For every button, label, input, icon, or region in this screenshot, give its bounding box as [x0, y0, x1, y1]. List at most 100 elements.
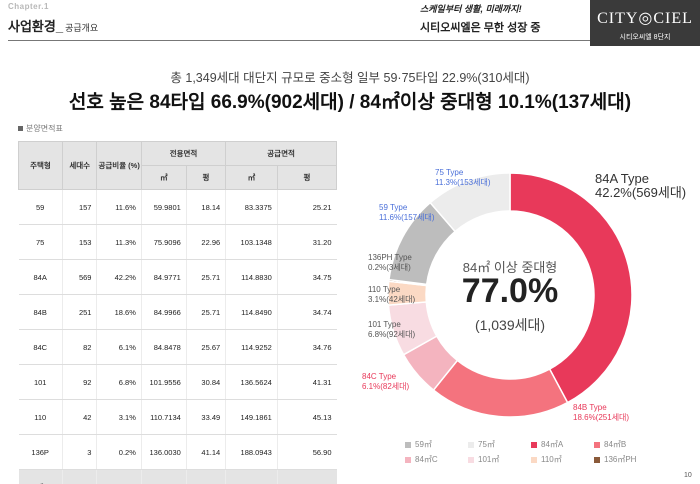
- slice-label-59-name: 59 Type: [379, 203, 408, 212]
- slice-label-84b-name: 84B Type: [573, 403, 607, 412]
- cell-sp-py: 34.76: [276, 329, 337, 365]
- cell-ex-m2: 84.9771: [140, 259, 187, 295]
- cell-units: 42: [61, 399, 97, 435]
- cell-ex-m2: 59.9801: [140, 189, 187, 225]
- donut-slice-84a: [509, 172, 633, 404]
- table-body: 59 157 11.6% 59.9801 18.14 83.3375 25.21…: [18, 189, 337, 484]
- cell-sp-py: 34.75: [276, 259, 337, 295]
- legend-item-59: 59㎡: [405, 439, 468, 450]
- section-title-main: 사업환경_: [8, 19, 64, 34]
- cell-sp-py: 31.20: [276, 224, 337, 260]
- slice-label-75-name: 75 Type: [435, 168, 464, 177]
- table-row: 59 157 11.6% 59.9801 18.14 83.3375 25.21: [18, 189, 337, 225]
- legend-item-84b: 84㎡B: [594, 439, 657, 450]
- legend-swatch: [531, 441, 537, 448]
- total-ex-py: 33,914.05: [185, 469, 226, 484]
- brand-tag: 시티오씨엘 8단지: [619, 34, 671, 41]
- slice-label-84a-detail: 42.2%(569세대): [595, 185, 687, 200]
- cell-ex-py: 33.49: [185, 399, 226, 435]
- caption-square-icon: [18, 126, 23, 132]
- legend-swatch: [594, 456, 600, 463]
- table-row: 84B 251 18.6% 84.9966 25.71 114.8490 34.…: [18, 294, 337, 330]
- legend-swatch: [468, 456, 474, 463]
- cell-type: 84A: [18, 259, 63, 295]
- legend-item-75: 75㎡: [468, 439, 531, 450]
- cell-type: 101: [18, 364, 63, 400]
- cell-units: 153: [61, 224, 97, 260]
- cell-ex-py: 25.67: [185, 329, 226, 365]
- slice-label-84b: 84B Type 18.6%(251세대): [573, 403, 629, 423]
- cell-ex-py: 18.14: [185, 189, 226, 225]
- slice-label-59-detail: 11.6%(157세대): [379, 213, 435, 222]
- cell-ratio: 6.1%: [96, 329, 142, 365]
- header-ex-pyeong: 평: [185, 165, 227, 190]
- legend-label: 75㎡: [478, 440, 495, 449]
- cell-sp-py: 41.31: [276, 364, 337, 400]
- cell-ex-py: 41.14: [185, 434, 226, 470]
- section-subtitle: 공급개요: [65, 23, 99, 33]
- table-total-row: 계 1,349 100.0% 112,112.57 33,914.05 151,…: [18, 469, 337, 484]
- cell-type: 75: [18, 224, 63, 260]
- slice-label-136ph-name: 136PH Type: [368, 253, 412, 262]
- donut-chart: 84㎡ 이상 중대형 77.0% (1,039세대) 84A Type 42.2…: [340, 150, 690, 475]
- slice-label-59: 59 Type 11.6%(157세대): [379, 203, 435, 223]
- slice-label-75-detail: 11.3%(153세대): [435, 178, 491, 187]
- legend-swatch: [405, 456, 411, 463]
- cell-ratio: 3.1%: [96, 399, 142, 435]
- slice-label-101-detail: 6.8%(92세대): [368, 330, 416, 339]
- slice-label-84c: 84C Type 6.1%(82세대): [362, 372, 409, 392]
- slice-label-75: 75 Type 11.3%(153세대): [435, 168, 491, 188]
- table-row: 101 92 6.8% 101.9556 30.84 136.5624 41.3…: [18, 364, 337, 400]
- chart-legend: 59㎡ 75㎡ 84㎡A 84㎡B 84㎡C 101㎡ 110㎡ 136㎡PH: [405, 437, 685, 467]
- cell-sp-py: 34.74: [276, 294, 337, 330]
- legend-row: 59㎡ 75㎡ 84㎡A 84㎡B: [405, 437, 685, 452]
- cell-ex-py: 25.71: [185, 259, 226, 295]
- table-row: 84A 569 42.2% 84.9771 25.71 114.8830 34.…: [18, 259, 337, 295]
- headline-sub: 총 1,349세대 대단지 규모로 중소형 일부 59·75타입 22.9%(3…: [170, 71, 530, 85]
- slice-label-84a-name: 84A Type: [595, 171, 649, 186]
- slice-label-110: 110 Type 3.1%(42세대): [368, 285, 415, 305]
- cell-sp-py: 56.90: [276, 434, 337, 470]
- cell-ex-py: 25.71: [185, 294, 226, 330]
- legend-item-84c: 84㎡C: [405, 454, 468, 465]
- chapter-label: Chapter.1: [8, 2, 49, 11]
- cell-ex-m2: 84.8478: [140, 329, 187, 365]
- page-number: 10: [684, 472, 692, 479]
- cell-ratio: 0.2%: [96, 434, 142, 470]
- header-supply: 공급면적: [225, 141, 337, 166]
- chart-center-value: 77.0%: [461, 272, 559, 310]
- cell-sp-m2: 188.0943: [225, 434, 278, 470]
- table-row: 136P 3 0.2% 136.0030 41.14 188.0943 56.9…: [18, 434, 337, 470]
- legend-label: 136㎡PH: [604, 455, 637, 464]
- legend-swatch: [405, 441, 411, 448]
- slice-label-84c-name: 84C Type: [362, 372, 397, 381]
- slice-label-136ph: 136PH Type 0.2%(3세대): [368, 253, 412, 273]
- cell-type: 84C: [18, 329, 63, 365]
- cell-sp-m2: 149.1861: [225, 399, 278, 435]
- cell-ex-m2: 101.9556: [140, 364, 187, 400]
- area-table: 주택형 세대수 공급비율 (%) 전용면적 공급면적 ㎡ 평 ㎡ 평 59 15…: [18, 141, 338, 484]
- legend-item-110: 110㎡: [531, 454, 594, 465]
- cell-type: 136P: [18, 434, 63, 470]
- total-sp-py: 45,942.75: [276, 469, 337, 484]
- cell-units: 92: [61, 364, 97, 400]
- cell-ratio: 42.2%: [96, 259, 142, 295]
- legend-label: 101㎡: [478, 455, 500, 464]
- legend-label: 84㎡A: [541, 440, 564, 449]
- slogan-line-1: 스케일부터 생활, 미래까지!: [420, 4, 522, 14]
- slice-label-101: 101 Type 6.8%(92세대): [368, 320, 415, 340]
- cell-sp-m2: 114.8830: [225, 259, 278, 295]
- table-row: 75 153 11.3% 75.9096 22.96 103.1348 31.2…: [18, 224, 337, 260]
- cell-ratio: 11.6%: [96, 189, 142, 225]
- cell-ex-m2: 136.0030: [140, 434, 187, 470]
- total-ratio: 100.0%: [96, 469, 142, 484]
- cell-ratio: 11.3%: [96, 224, 142, 260]
- header-ratio: 공급비율 (%): [96, 141, 142, 190]
- slice-label-110-detail: 3.1%(42세대): [368, 295, 416, 304]
- cell-sp-m2: 136.5624: [225, 364, 278, 400]
- cell-sp-m2: 114.8490: [225, 294, 278, 330]
- cell-ex-m2: 84.9966: [140, 294, 187, 330]
- legend-item-84a: 84㎡A: [531, 439, 594, 450]
- slice-label-84c-detail: 6.1%(82세대): [362, 382, 410, 391]
- legend-label: 110㎡: [541, 455, 562, 464]
